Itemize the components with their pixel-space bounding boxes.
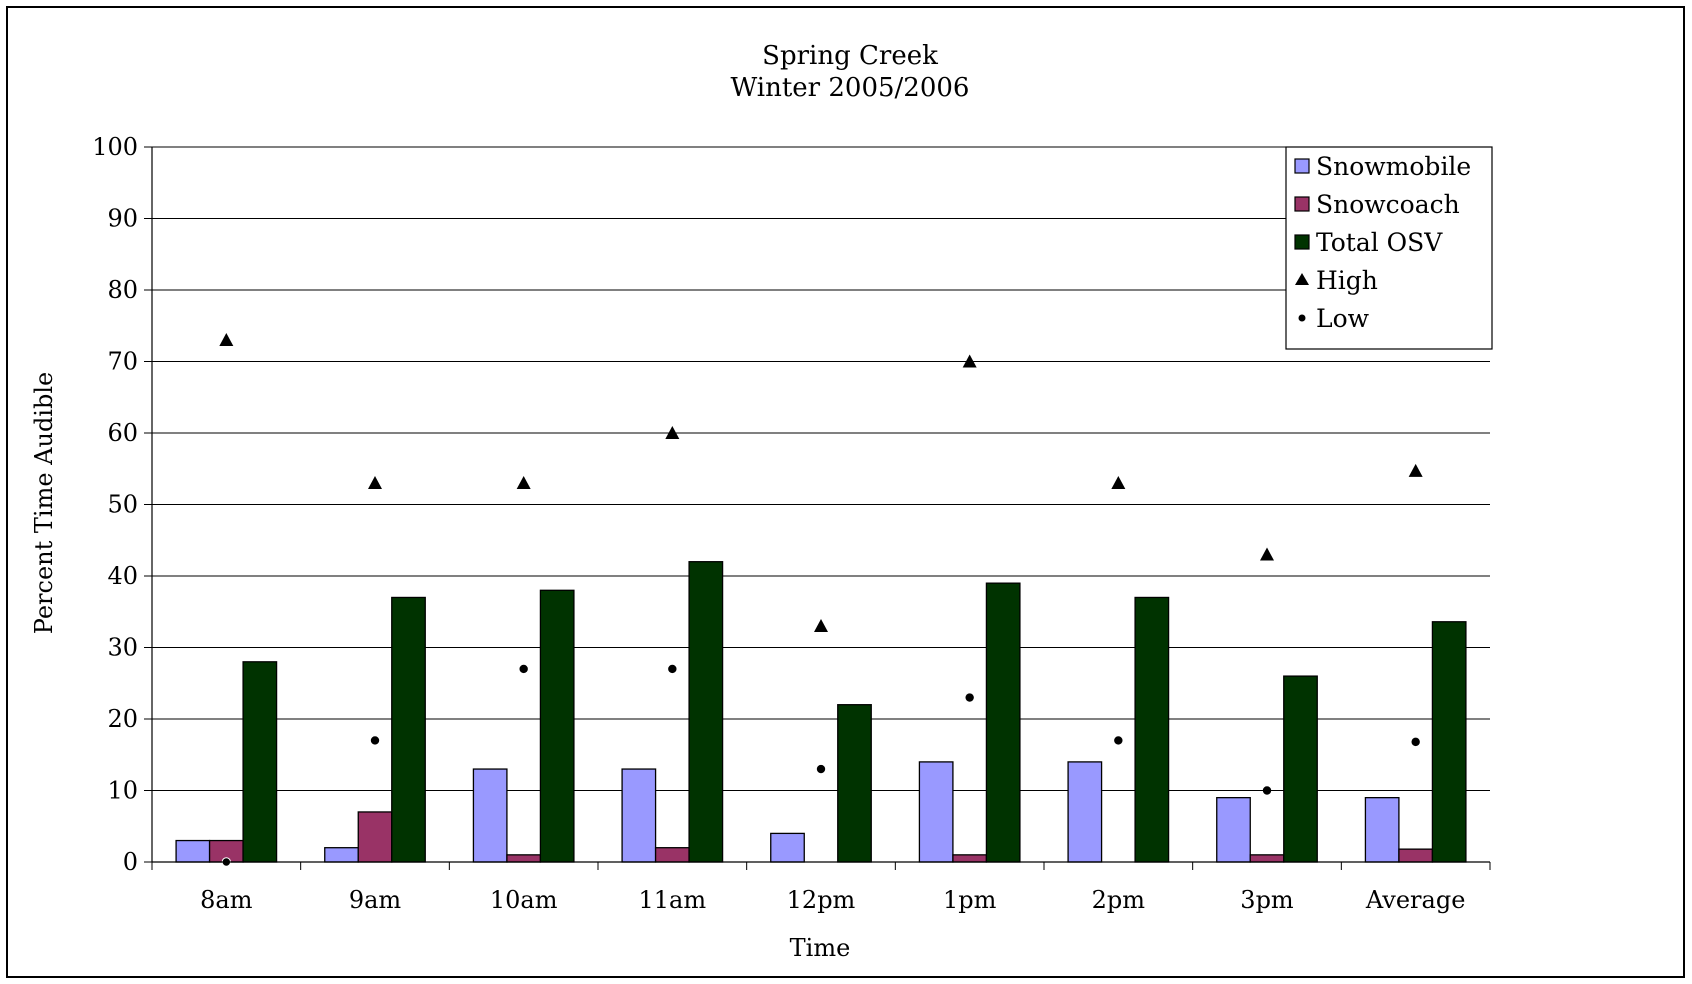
bar-total-osv xyxy=(1134,596,1170,863)
y-tick-label: 0 xyxy=(123,848,138,876)
legend-swatch xyxy=(1298,314,1306,322)
legend: Snowmobile Snowcoach Total OSV High Low xyxy=(1285,146,1493,350)
x-tick-label: 2pm xyxy=(1092,886,1146,914)
x-tick-label: 10am xyxy=(490,886,558,914)
x-tick-label: 12pm xyxy=(787,886,856,914)
y-tick-label: 30 xyxy=(107,634,138,662)
marker-high xyxy=(814,619,828,633)
marker-low xyxy=(1114,736,1123,745)
legend-swatch xyxy=(1295,273,1309,285)
y-tick-label: 10 xyxy=(107,777,138,805)
bar-snowcoach xyxy=(654,847,690,863)
bar-snowcoach xyxy=(1398,848,1434,863)
marker-high xyxy=(1408,463,1423,477)
x-tick-label: Average xyxy=(1365,886,1465,914)
marker-high xyxy=(1260,547,1274,561)
bar-total-osv xyxy=(242,661,278,863)
y-tick-label: 80 xyxy=(107,276,138,304)
marker-low xyxy=(1262,786,1272,795)
legend-label: Low xyxy=(1316,304,1370,333)
bar-snowmobile xyxy=(1216,797,1251,863)
legend-box xyxy=(1285,146,1493,350)
bar-total-osv xyxy=(391,596,426,863)
marker-low xyxy=(965,693,974,702)
bar-snowmobile xyxy=(472,768,508,863)
legend-label: Snowmobile xyxy=(1316,152,1471,181)
bar-snowcoach xyxy=(357,811,393,863)
markers xyxy=(219,333,1423,867)
bar-snowmobile xyxy=(324,847,359,863)
marker-high xyxy=(665,426,680,439)
legend-label: Snowcoach xyxy=(1316,190,1460,219)
bar-snowcoach xyxy=(1249,854,1285,863)
x-tick-label: 8am xyxy=(200,886,253,914)
legend-swatch xyxy=(1294,196,1310,212)
bar-total-osv xyxy=(1283,675,1318,863)
marker-low xyxy=(370,736,380,745)
y-axis-ticks: 0 10 20 30 40 50 60 70 80 90 100 xyxy=(92,133,152,876)
legend-swatch xyxy=(1294,158,1310,174)
bars xyxy=(175,561,1467,863)
y-tick-label: 20 xyxy=(107,705,138,733)
y-axis-label: Percent Time Audible xyxy=(30,372,58,634)
bar-snowcoach xyxy=(506,854,542,863)
marker-high xyxy=(368,476,382,490)
bar-snowmobile xyxy=(1067,761,1103,863)
marker-low xyxy=(1411,737,1420,747)
x-tick-label: 11am xyxy=(639,886,707,914)
bar-total-osv xyxy=(985,582,1021,863)
y-tick-label: 60 xyxy=(107,419,138,447)
y-tick-label: 100 xyxy=(92,133,138,161)
x-axis-label: Time xyxy=(790,934,851,962)
marker-high xyxy=(962,354,977,368)
marker-high xyxy=(516,476,531,490)
bar-snowmobile xyxy=(918,761,954,863)
marker-low xyxy=(668,664,677,674)
y-tick-label: 70 xyxy=(107,348,138,376)
x-axis: 8am 9am 10am 11am 12pm 1pm 2pm 3pm Average xyxy=(151,147,1491,914)
bar-snowmobile xyxy=(175,839,211,863)
marker-high xyxy=(219,333,234,347)
chart-title: Spring Creek xyxy=(762,41,938,71)
bar-snowmobile xyxy=(621,768,657,863)
legend-label: Total OSV xyxy=(1316,228,1443,257)
y-tick-label: 50 xyxy=(107,491,138,519)
marker-low xyxy=(519,664,528,674)
legend-swatch xyxy=(1294,234,1310,250)
x-tick-label: 1pm xyxy=(943,886,997,914)
y-tick-label: 90 xyxy=(107,205,138,233)
x-tick-label: 9am xyxy=(349,886,402,914)
bar-snowmobile xyxy=(770,832,805,863)
bar-snowmobile xyxy=(1364,797,1400,863)
bar-total-osv xyxy=(539,589,575,863)
marker-low xyxy=(816,764,826,774)
marker-high xyxy=(1111,476,1126,490)
bar-total-osv xyxy=(688,561,724,863)
bar-snowcoach xyxy=(952,854,988,863)
bar-total-osv xyxy=(837,704,872,863)
legend-label: High xyxy=(1316,266,1378,295)
bar-total-osv xyxy=(1431,621,1467,863)
chart-subtitle: Winter 2005/2006 xyxy=(731,73,970,103)
x-tick-label: 3pm xyxy=(1240,886,1294,914)
y-tick-label: 40 xyxy=(107,562,138,590)
